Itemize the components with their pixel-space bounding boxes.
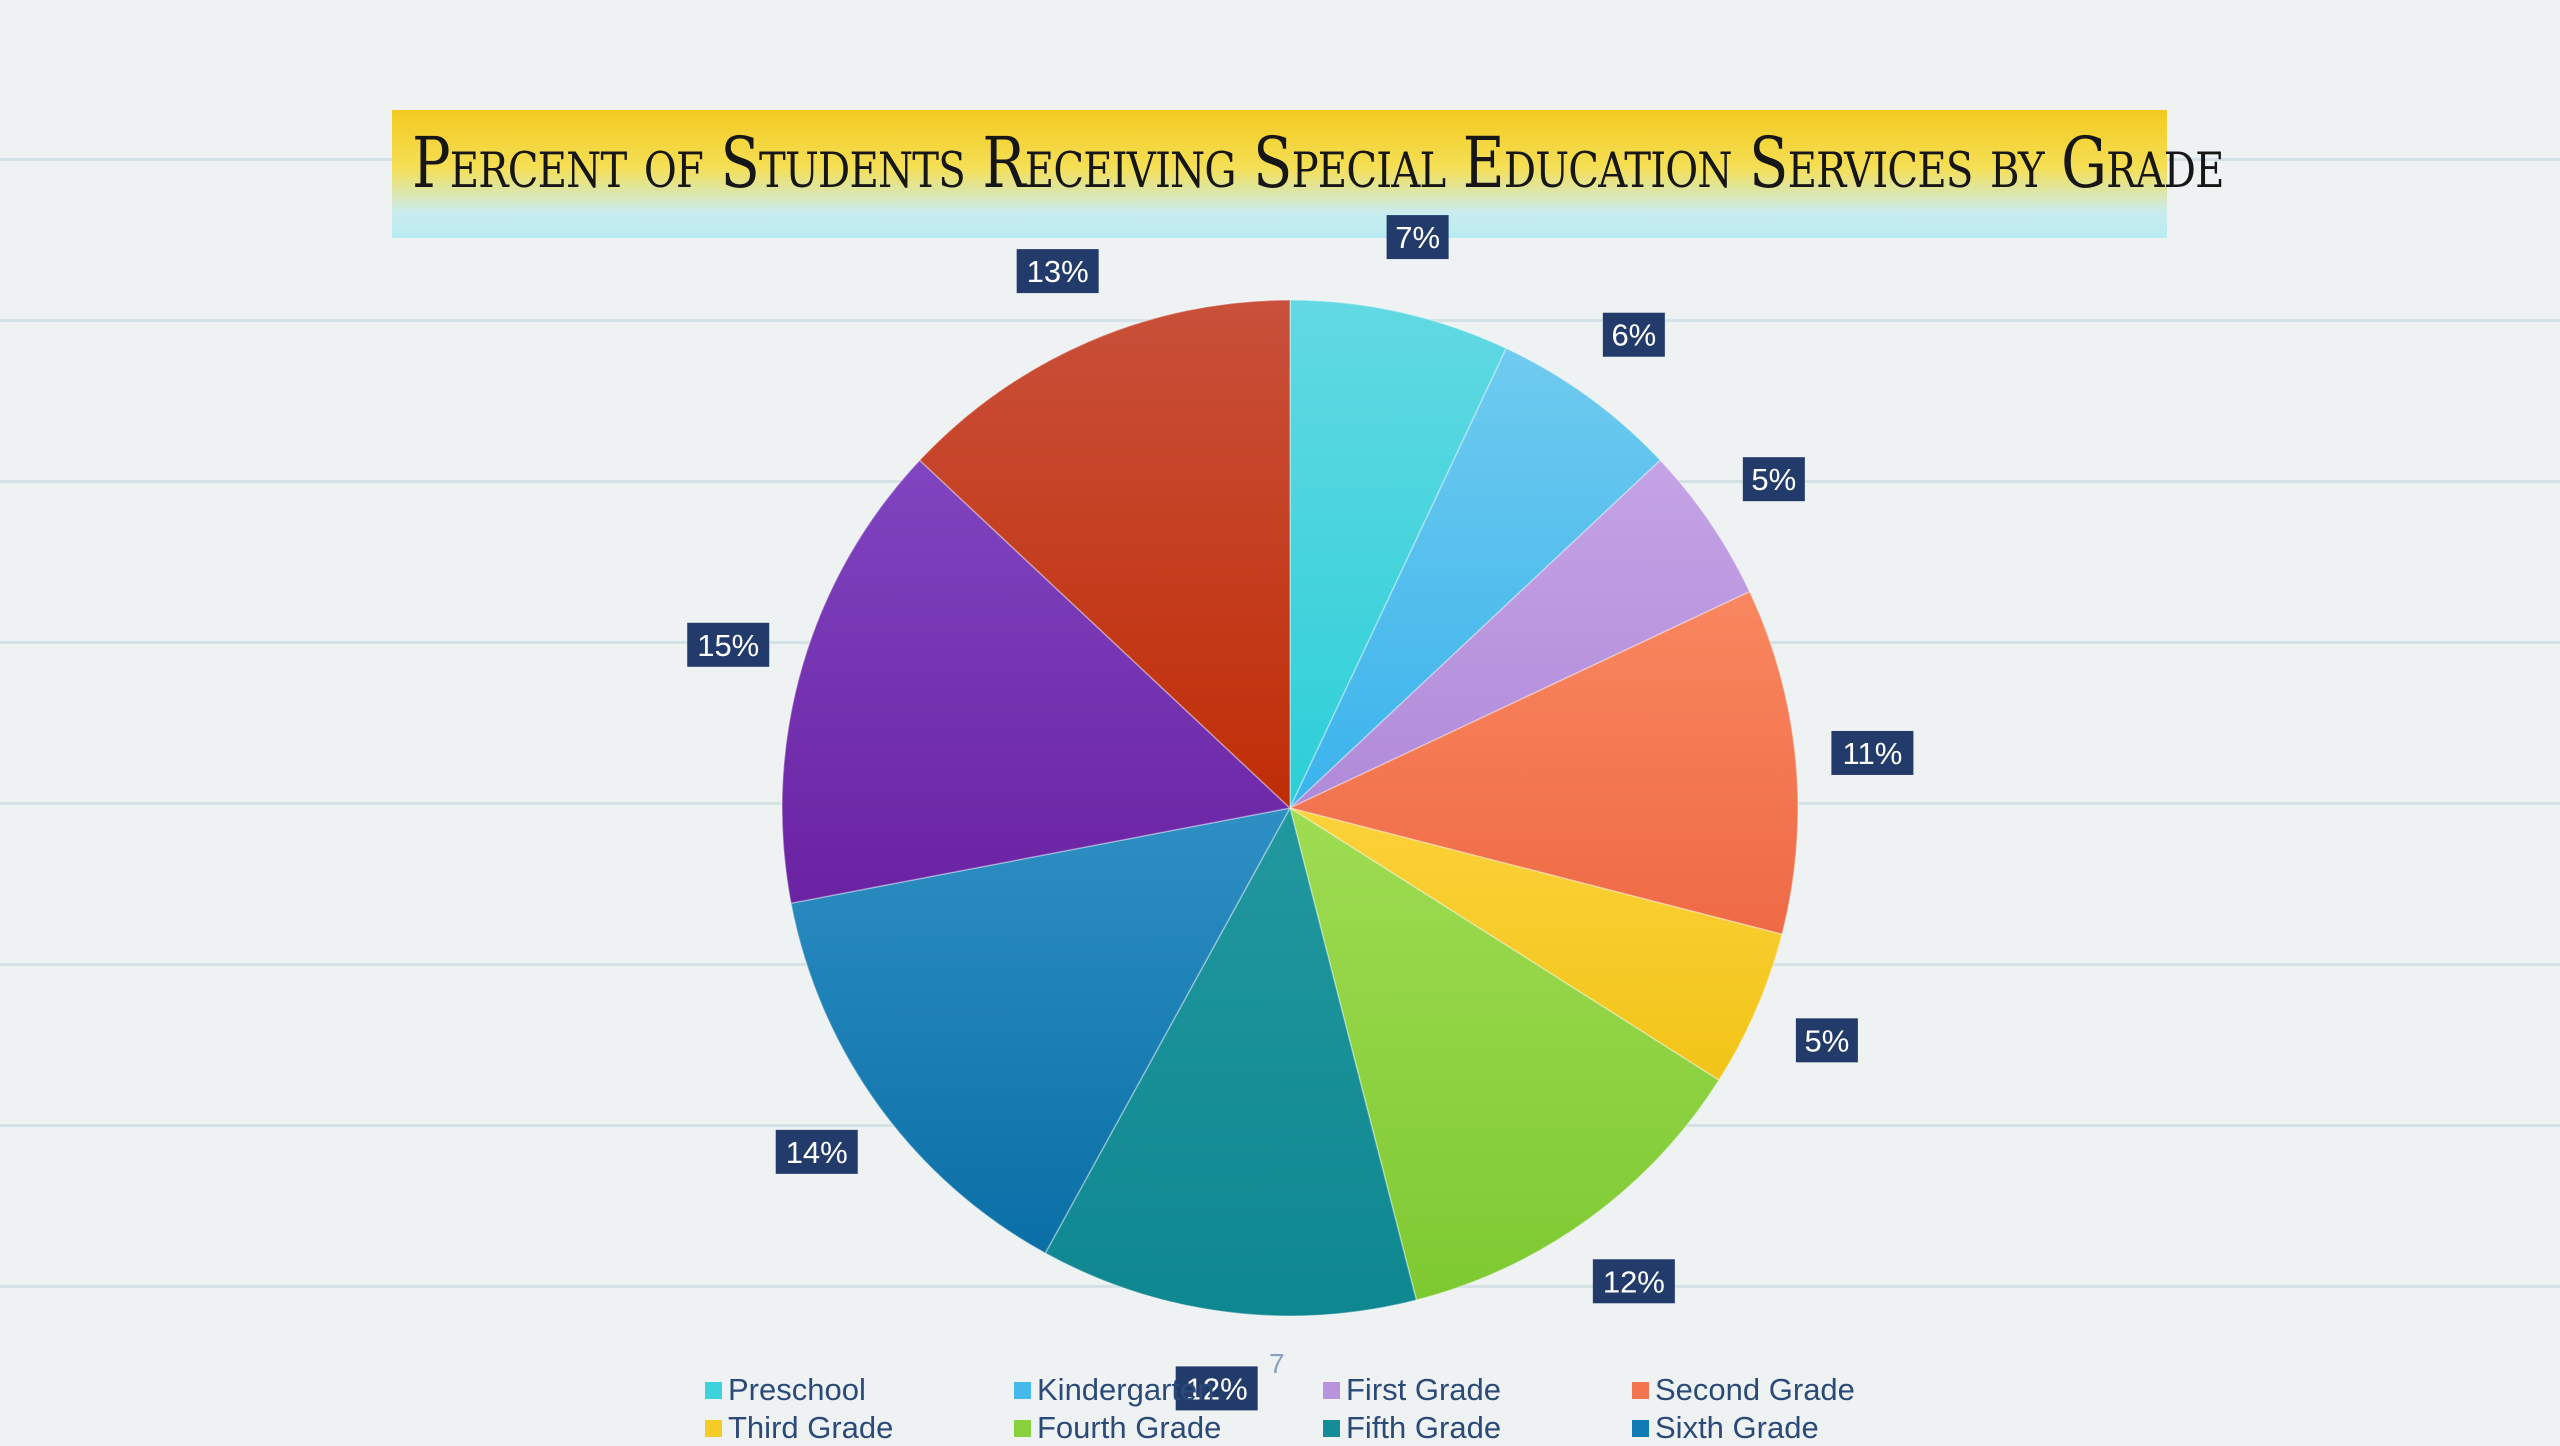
data-label: 5%	[1742, 457, 1805, 502]
legend-item-fifth-grade: Fifth Grade	[1323, 1410, 1632, 1446]
data-label-box	[1016, 249, 1099, 294]
data-label-text: 5%	[1804, 1023, 1849, 1058]
legend-item-sixth-grade: Sixth Grade	[1632, 1410, 1941, 1446]
legend-item-kindergarten: Kindergarten	[1014, 1372, 1323, 1408]
data-label-box	[1592, 1259, 1675, 1304]
pie-slice-seventh-grade	[781, 459, 1292, 905]
pie-slice-first-grade	[1289, 459, 1751, 809]
legend-swatch	[1323, 1419, 1340, 1437]
legend-swatch	[1014, 1381, 1031, 1399]
data-label-box	[1175, 1366, 1258, 1411]
data-label-text: 15%	[697, 628, 759, 663]
data-label: 15%	[687, 622, 770, 667]
pie-slices	[781, 299, 1799, 1317]
data-label-box	[1831, 730, 1914, 775]
data-label: 7%	[1386, 215, 1449, 260]
legend-label: Second Grade	[1655, 1372, 1855, 1407]
pie-slice-fourth-grade	[1288, 806, 1720, 1301]
legend-label: Kindergarten	[1037, 1372, 1215, 1407]
legend-swatch	[705, 1419, 722, 1437]
legend-swatch	[1323, 1381, 1340, 1399]
legend-item-preschool: Preschool	[705, 1372, 1014, 1408]
page-number: 7	[1269, 1348, 1285, 1379]
data-label-text: 12%	[1186, 1371, 1248, 1406]
legend-swatch	[1632, 1419, 1649, 1437]
data-label: 12%	[1592, 1259, 1675, 1304]
pie-data-labels: 7% 6% 5% 11% 5% 12% 12% 14% 15% 13%	[687, 215, 1914, 1411]
legend-label: Fourth Grade	[1037, 1410, 1222, 1445]
legend-label: Sixth Grade	[1655, 1410, 1819, 1445]
pie-slice-second-grade	[1287, 590, 1799, 936]
legend-swatch	[1014, 1419, 1031, 1437]
data-label-text: 6%	[1611, 318, 1656, 353]
data-label-text: 5%	[1751, 462, 1796, 497]
data-label: 6%	[1602, 312, 1665, 357]
data-label-text: 13%	[1027, 254, 1089, 289]
data-label: 12%	[1175, 1366, 1258, 1411]
pie-slice-third-grade	[1289, 807, 1783, 1082]
data-label-text: 7%	[1395, 220, 1440, 255]
data-label: 13%	[1016, 249, 1099, 294]
legend-label: Fifth Grade	[1346, 1410, 1502, 1445]
legend-label: Third Grade	[728, 1410, 894, 1445]
legend-swatch	[705, 1381, 722, 1399]
data-label: 5%	[1795, 1018, 1858, 1063]
pie-slice-kindergarten	[1289, 347, 1662, 809]
pie-slice-eighth-grade	[918, 299, 1291, 810]
legend-item-third-grade: Third Grade	[705, 1410, 1014, 1446]
data-label: 14%	[775, 1129, 858, 1174]
legend-swatch	[1632, 1381, 1649, 1399]
pie-slice-sixth-grade	[790, 806, 1292, 1255]
data-label: 11%	[1831, 730, 1914, 775]
chart-legend: Preschool Kindergarten First Grade Second G…	[705, 1372, 1915, 1446]
data-label-box	[775, 1129, 858, 1174]
title-banner: Percent of Students Receiving Special Ed…	[392, 110, 2224, 238]
data-label-box	[1386, 215, 1449, 260]
data-label-box	[1795, 1018, 1858, 1063]
legend-item-second-grade: Second Grade	[1632, 1372, 1941, 1408]
legend-label: Preschool	[728, 1372, 866, 1407]
data-label-box	[1602, 312, 1665, 357]
data-label-text: 14%	[786, 1135, 848, 1170]
data-label-box	[687, 622, 770, 667]
data-label-text: 12%	[1603, 1264, 1665, 1299]
legend-label: First Grade	[1346, 1372, 1502, 1407]
legend-item-first-grade: First Grade	[1323, 1372, 1632, 1408]
pie-slice-preschool	[1289, 299, 1508, 809]
data-label-box	[1742, 457, 1805, 502]
pie-slice-fifth-grade	[1044, 805, 1418, 1317]
legend-item-fourth-grade: Fourth Grade	[1014, 1410, 1323, 1446]
data-label-text: 11%	[1843, 736, 1903, 771]
